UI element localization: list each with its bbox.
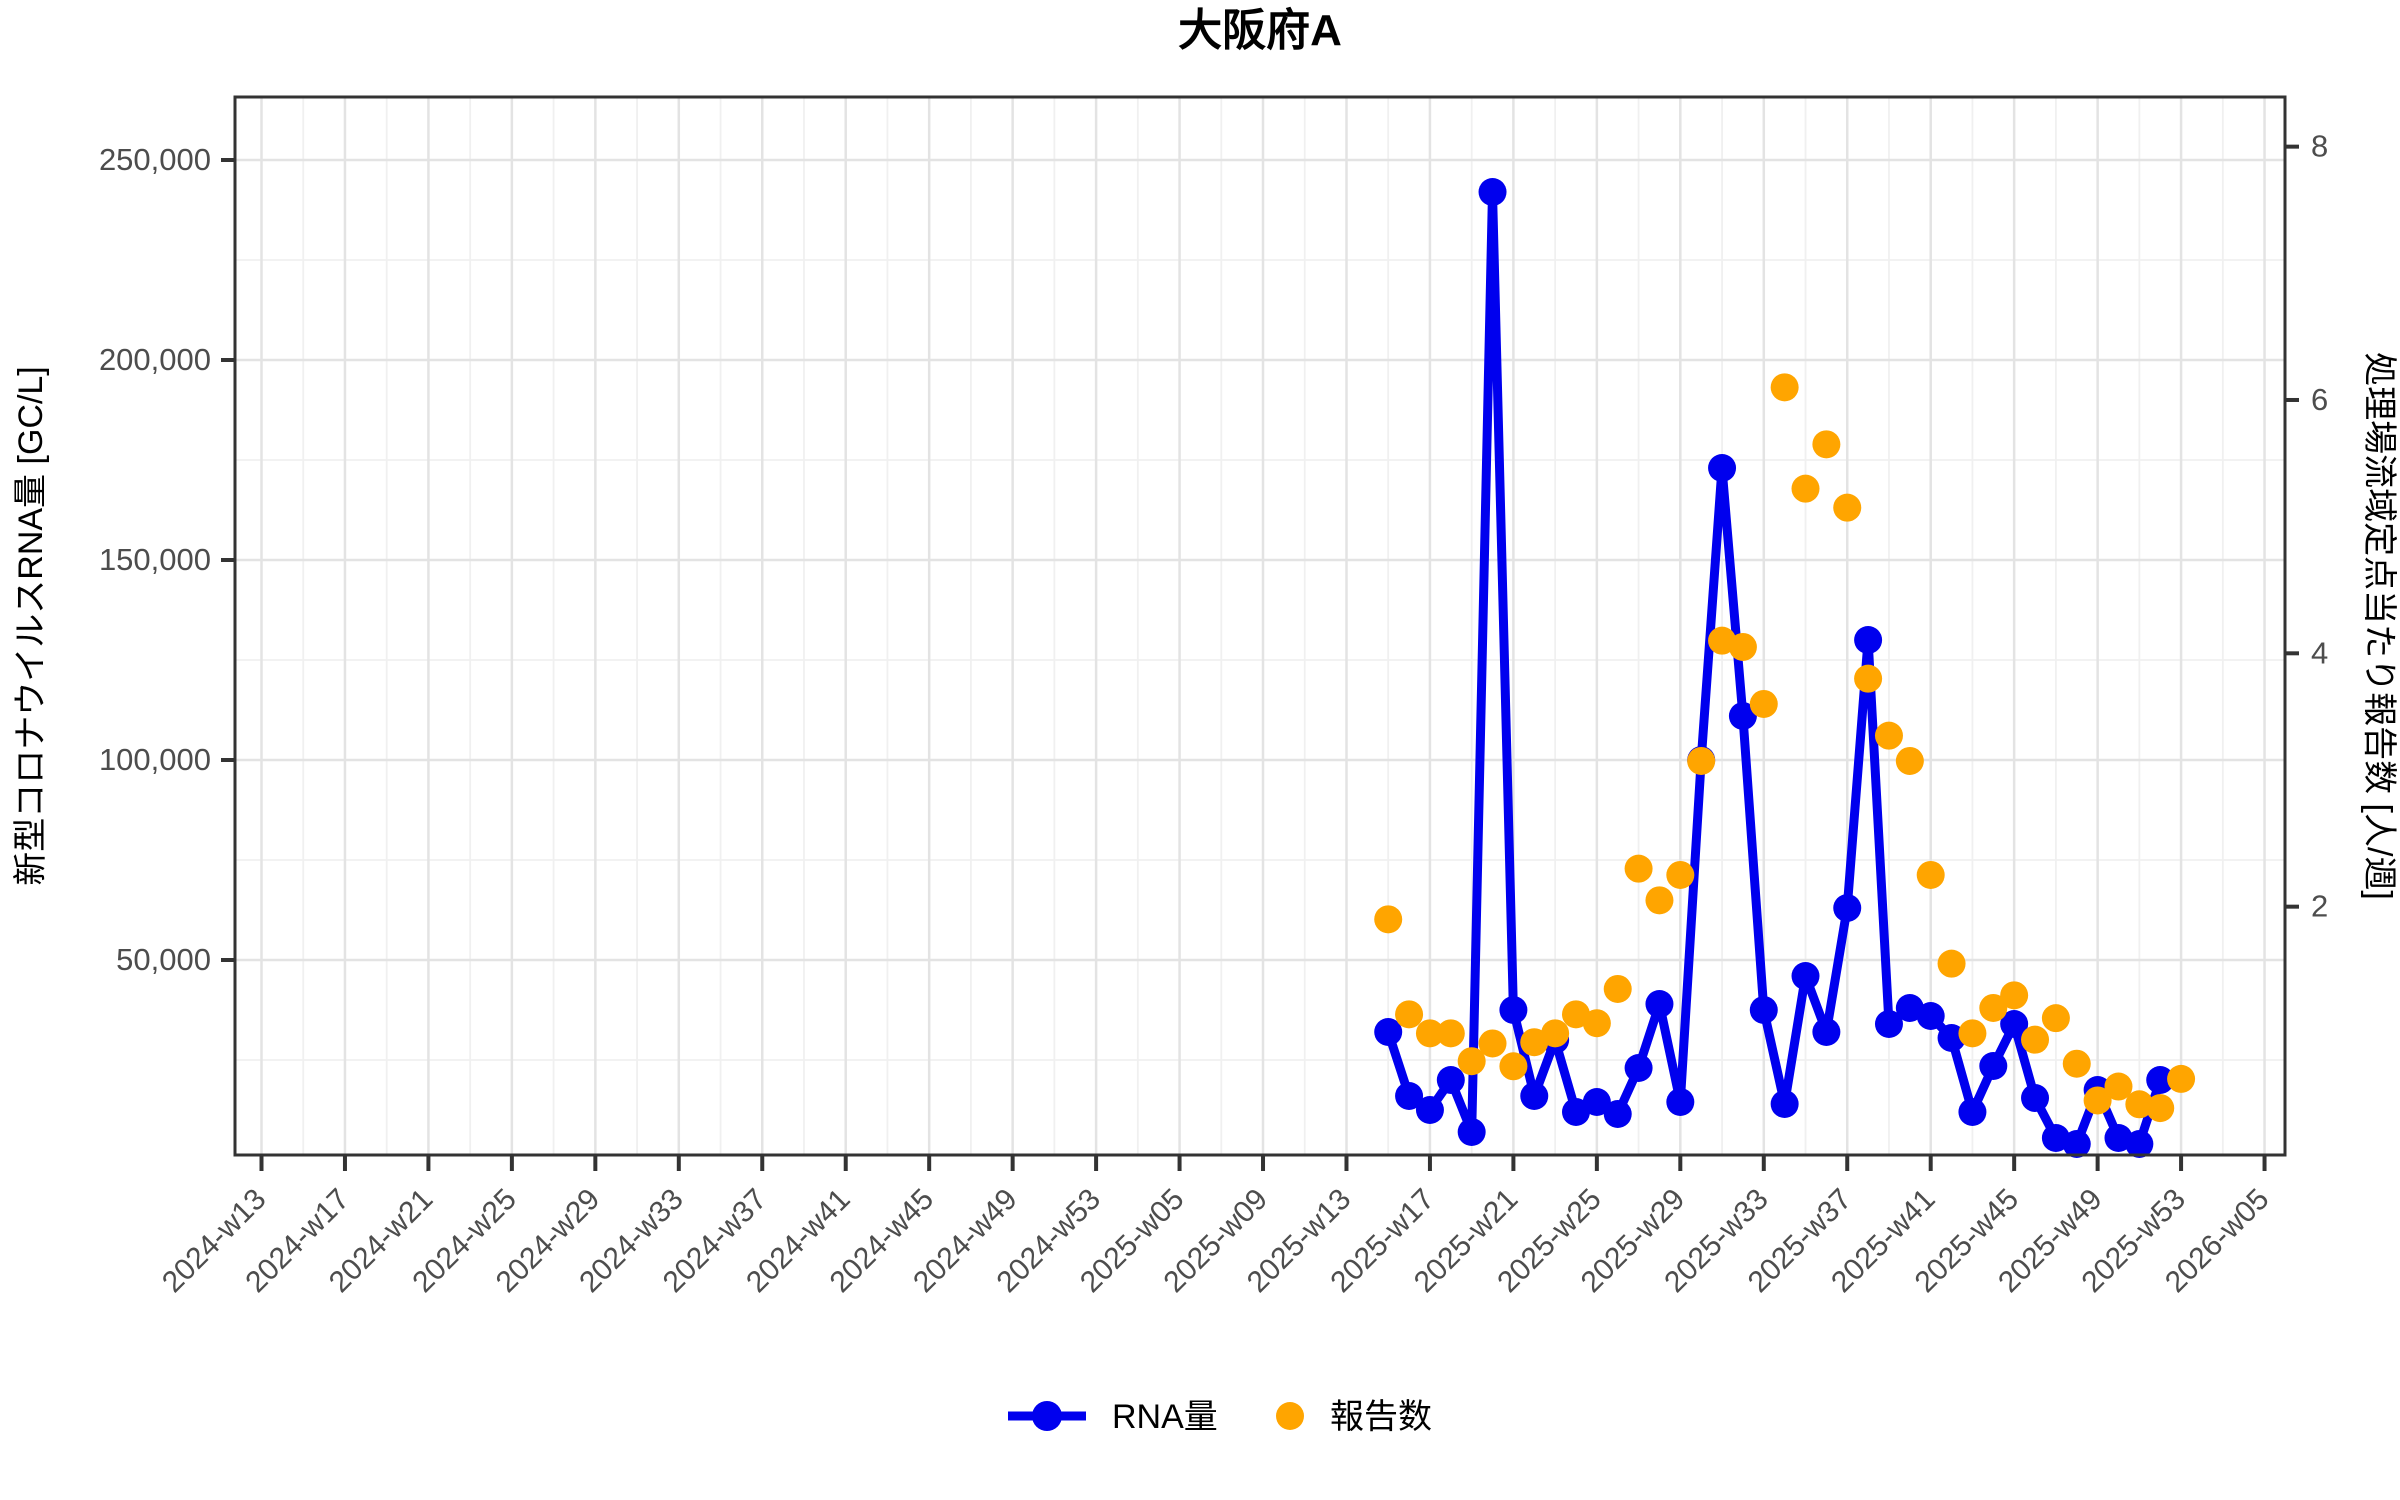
data-series <box>1374 178 2196 1158</box>
left-axis-tick-label: 50,000 <box>116 942 211 977</box>
rna-point <box>2146 1066 2175 1094</box>
rna-point <box>2021 1084 2050 1112</box>
legend: RNA量 報告数 <box>1008 1398 1432 1436</box>
reports-point <box>1624 854 1653 883</box>
reports-point <box>2083 1086 2112 1115</box>
rna-point <box>1937 1024 1966 1052</box>
reports-point <box>1603 974 1632 1003</box>
reports-point <box>1478 1029 1507 1058</box>
reports-point <box>2146 1094 2175 1123</box>
reports-point <box>1499 1052 1528 1081</box>
rna-point <box>1415 1096 1444 1124</box>
rna-point <box>1874 1010 1903 1038</box>
reports-point <box>1749 689 1778 718</box>
left-axis-tick-label: 150,000 <box>99 542 211 577</box>
reports-point <box>1770 373 1799 402</box>
rna-point <box>1520 1082 1549 1110</box>
reports-point <box>1415 1019 1444 1048</box>
right-axis-tick-label: 6 <box>2311 382 2328 417</box>
rna-point <box>1582 1088 1611 1116</box>
axis-ticks <box>221 144 2299 1171</box>
reports-point <box>2000 981 2029 1010</box>
reports-point <box>2125 1090 2154 1119</box>
reports-point <box>2021 1025 2050 1054</box>
rna-point <box>1833 894 1862 922</box>
reports-point <box>1854 664 1883 693</box>
rna-point <box>1645 990 1674 1018</box>
gridlines-minor <box>235 97 2285 1155</box>
legend-rna-dot <box>1032 1401 1062 1431</box>
rna-point <box>1624 1054 1653 1082</box>
right-axis-tick-label: 8 <box>2311 129 2328 164</box>
rna-point <box>1436 1066 1465 1094</box>
rna-point <box>1958 1098 1987 1126</box>
right-axis-tick-label: 2 <box>2311 889 2328 924</box>
rna-point <box>1499 996 1528 1024</box>
left-axis-tick-label: 100,000 <box>99 742 211 777</box>
right-axis-title: 処理場流域定点当たり報告数 [人/週] <box>2360 352 2398 900</box>
rna-point <box>1770 1090 1799 1118</box>
legend-rna-label: RNA量 <box>1112 1398 1218 1436</box>
rna-point <box>1812 1018 1841 1046</box>
panel-border <box>233 95 2287 1157</box>
reports-point <box>1874 721 1903 750</box>
gridlines-major <box>235 97 2285 1155</box>
rna-point <box>1603 1100 1632 1128</box>
rna-point <box>1728 702 1757 730</box>
reports-point <box>2167 1064 2196 1093</box>
rna-point <box>1854 626 1883 654</box>
reports-point <box>2041 1004 2070 1033</box>
reports-point <box>1958 1019 1987 1048</box>
rna-point <box>2125 1130 2154 1158</box>
rna-point <box>2062 1130 2091 1158</box>
left-axis-title: 新型コロナウイルスRNA量 [GC/L] <box>12 366 50 885</box>
rna-point <box>1791 962 1820 990</box>
rna-point <box>1561 1098 1590 1126</box>
rna-point <box>1979 1052 2008 1080</box>
reports-point <box>1916 860 1945 889</box>
reports-point <box>1541 1019 1570 1048</box>
left-axis-tick-label: 250,000 <box>99 142 211 177</box>
rna-point <box>1916 1002 1945 1030</box>
legend-reports-label: 報告数 <box>1330 1398 1432 1436</box>
reports-point <box>1436 1019 1465 1048</box>
reports-point <box>1791 474 1820 503</box>
reports-point <box>1728 632 1757 661</box>
reports-point <box>2062 1049 2091 1078</box>
reports-point <box>1812 430 1841 459</box>
right-axis-tick-label: 4 <box>2311 635 2328 670</box>
rna-point <box>1457 1118 1486 1146</box>
reports-point <box>1937 949 1966 978</box>
reports-point <box>1687 746 1716 775</box>
legend-reports-dot <box>1276 1402 1304 1430</box>
reports-point <box>2104 1072 2133 1101</box>
reports-point <box>1582 1009 1611 1038</box>
reports-point <box>1645 886 1674 915</box>
rna-point <box>1395 1082 1424 1110</box>
chart-title: 大阪府A <box>1178 6 1342 55</box>
left-axis-tick-label: 200,000 <box>99 342 211 377</box>
reports-point <box>1895 746 1924 775</box>
reports-point <box>1374 905 1403 934</box>
reports-point <box>1395 1000 1424 1029</box>
reports-point <box>1833 493 1862 522</box>
rna-point <box>2000 1010 2029 1038</box>
rna-point <box>1478 178 1507 206</box>
rna-point <box>1708 454 1737 482</box>
rna-point <box>1749 996 1778 1024</box>
axis-tick-labels: 50,000100,000150,000200,000250,000246820… <box>99 129 2328 1299</box>
rna-point <box>1374 1018 1403 1046</box>
reports-point <box>1457 1047 1486 1076</box>
reports-point <box>1979 993 2008 1022</box>
reports-point <box>1666 860 1695 889</box>
rna-point <box>1666 1088 1695 1116</box>
